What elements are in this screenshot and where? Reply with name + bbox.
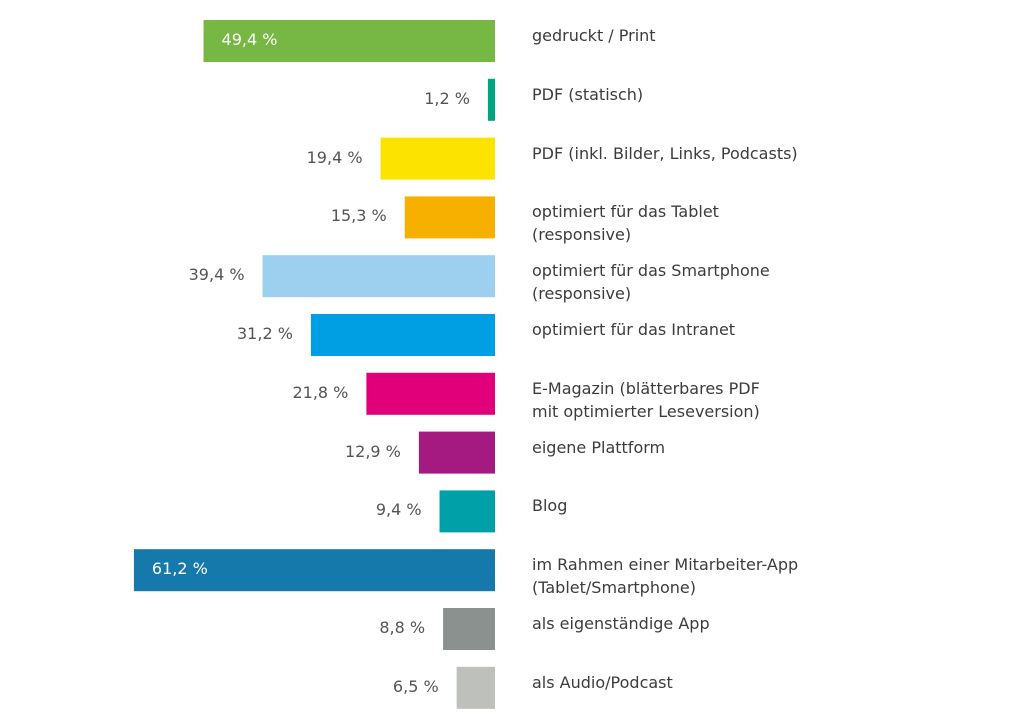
category-label: E-Magazin (blätterbares PDF mit optimier… (532, 378, 760, 421)
category-label: eigene Plattform (532, 437, 666, 457)
bar (456, 666, 495, 709)
category-label: gedruckt / Print (532, 26, 656, 45)
value-label: 8,8 % (379, 618, 426, 637)
bar (404, 196, 495, 239)
value-label: 15,3 % (330, 206, 387, 226)
bar (262, 255, 495, 298)
category-label: optimiert für das Tablet (responsive) (532, 202, 719, 245)
value-label: 6,5 % (392, 676, 439, 696)
bar (443, 608, 495, 650)
category-label: PDF (statisch) (532, 84, 644, 104)
value-label: 19,4 % (306, 147, 363, 167)
value-label: 61,2 % (151, 559, 208, 579)
bar (310, 314, 495, 356)
category-label: Blog (532, 496, 568, 516)
bar (380, 137, 495, 180)
bar (418, 431, 495, 474)
bar (133, 549, 496, 592)
bar (366, 372, 495, 415)
value-label: 39,4 % (188, 265, 245, 285)
bar (203, 20, 496, 62)
category-label: optimiert für das Intranet (532, 320, 736, 339)
value-label: 31,2 % (237, 324, 293, 343)
category-label: PDF (inkl. Bilder, Links, Podcasts) (532, 143, 798, 163)
bar (487, 78, 495, 121)
value-label: 12,9 % (344, 441, 401, 461)
value-label: 21,8 % (292, 382, 349, 402)
bar (439, 490, 495, 533)
category-label: optimiert für das Smartphone (responsive… (532, 261, 770, 304)
category-label: als eigenständige App (532, 614, 710, 633)
category-label: im Rahmen einer Mitarbeiter-App (Tablet/… (532, 555, 799, 598)
category-label: als Audio/Podcast (532, 672, 673, 692)
value-label: 49,4 % (221, 30, 278, 49)
value-label: 9,4 % (375, 500, 422, 520)
value-label: 1,2 % (424, 88, 470, 108)
